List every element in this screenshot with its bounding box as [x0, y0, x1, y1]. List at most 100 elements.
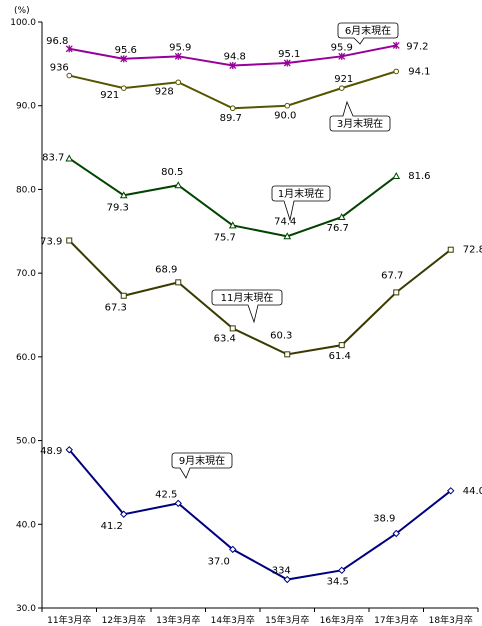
data-point — [120, 292, 127, 299]
data-label: 80.5 — [161, 167, 183, 178]
series-line — [68, 239, 452, 356]
data-label: 94.1 — [408, 66, 430, 77]
data-point — [175, 279, 182, 286]
series-callout: 3月末現在 — [329, 100, 391, 132]
data-point — [392, 529, 400, 538]
x-tick-label: 15年3月卒 — [265, 614, 309, 626]
y-tick-label: 90.0 — [16, 102, 36, 112]
x-tick-label: 18年3月卒 — [429, 614, 473, 626]
data-point — [229, 545, 237, 554]
data-point — [338, 52, 346, 60]
series-callout: 11月末現在 — [211, 289, 283, 324]
data-point — [120, 55, 128, 63]
unit-label: (%) — [14, 6, 30, 16]
data-label: 74.4 — [274, 216, 296, 227]
data-label: 42.5 — [155, 489, 177, 500]
data-point — [229, 105, 236, 112]
data-label: 83.7 — [42, 152, 64, 163]
data-label: 81.6 — [408, 171, 430, 182]
data-label: 95.6 — [115, 45, 137, 56]
data-label: 89.7 — [220, 113, 242, 124]
series-line — [68, 449, 452, 581]
data-label: 44.0 — [463, 486, 482, 497]
y-tick-label: 40.0 — [16, 520, 36, 530]
data-label: 68.9 — [155, 264, 177, 275]
data-point — [337, 213, 346, 221]
data-point — [65, 446, 73, 454]
data-label: 921 — [334, 74, 353, 85]
data-point — [119, 191, 128, 199]
data-point — [229, 325, 236, 332]
x-tick-label: 13年3月卒 — [156, 614, 200, 626]
callout-box — [271, 185, 331, 222]
data-label: 38.9 — [373, 513, 395, 524]
data-label: 41.2 — [101, 521, 123, 532]
x-tick-label: 12年3月卒 — [102, 614, 146, 626]
series-name-label: 3月末現在 — [337, 117, 383, 130]
data-label: 928 — [155, 86, 174, 97]
data-point — [284, 102, 291, 109]
data-label: 48.9 — [40, 446, 62, 457]
series-name-label: 11月末現在 — [221, 291, 274, 304]
callout-box — [211, 289, 283, 324]
data-point — [447, 246, 454, 253]
y-tick-label: 100.0 — [10, 18, 36, 28]
data-label: 90.0 — [274, 111, 296, 122]
data-point — [174, 52, 182, 60]
x-tick-label: 14年3月卒 — [211, 614, 255, 626]
callout-box — [337, 22, 399, 45]
data-point — [338, 566, 346, 575]
data-label: 76.7 — [327, 223, 349, 234]
data-point — [66, 237, 73, 244]
data-label: 60.3 — [270, 330, 292, 341]
series-callout: 6月末現在 — [337, 22, 399, 45]
data-point — [283, 575, 291, 584]
data-point — [174, 499, 182, 508]
data-label: 97.2 — [406, 41, 428, 52]
data-point — [66, 72, 73, 79]
series-name-label: 1月末現在 — [278, 187, 324, 200]
data-label: 72.8 — [463, 245, 482, 256]
x-tick-label: 17年3月卒 — [374, 614, 418, 626]
data-point — [65, 154, 74, 162]
x-tick-label: 16年3月卒 — [320, 614, 364, 626]
data-point — [447, 487, 455, 495]
data-point — [65, 45, 73, 53]
data-label: 37.0 — [208, 556, 230, 567]
data-point — [393, 289, 400, 296]
data-point — [120, 85, 127, 91]
data-label: 94.8 — [224, 52, 246, 63]
data-point — [174, 181, 183, 189]
data-point — [175, 79, 182, 86]
series-name-label: 6月末現在 — [345, 24, 391, 37]
data-point — [228, 221, 237, 229]
data-label: 95.9 — [331, 42, 353, 53]
data-point — [393, 68, 400, 75]
data-point — [338, 85, 345, 91]
callout-box — [171, 452, 233, 479]
series-name-label: 9月末現在 — [179, 454, 225, 467]
data-point — [229, 62, 237, 70]
data-label: 73.9 — [40, 236, 62, 247]
data-label: 67.3 — [105, 303, 127, 314]
callout-box — [329, 100, 391, 132]
data-label: 61.4 — [329, 351, 351, 362]
data-point — [338, 342, 345, 349]
data-label: 95.1 — [278, 49, 300, 60]
data-point — [283, 232, 292, 240]
data-point — [284, 351, 291, 358]
y-tick-label: 30.0 — [16, 604, 36, 614]
data-point — [120, 510, 128, 518]
series-callout: 1月末現在 — [271, 185, 331, 222]
x-tick-label: 11年3月卒 — [47, 614, 91, 626]
data-point — [392, 171, 401, 180]
data-label: 334 — [272, 566, 291, 577]
data-label: 79.3 — [107, 202, 129, 213]
data-label: 67.7 — [381, 270, 403, 281]
data-point — [392, 41, 400, 49]
data-label: 95.9 — [169, 42, 191, 53]
data-label: 936 — [50, 63, 69, 74]
data-label: 921 — [100, 90, 119, 101]
y-tick-label: 60.0 — [16, 353, 36, 363]
